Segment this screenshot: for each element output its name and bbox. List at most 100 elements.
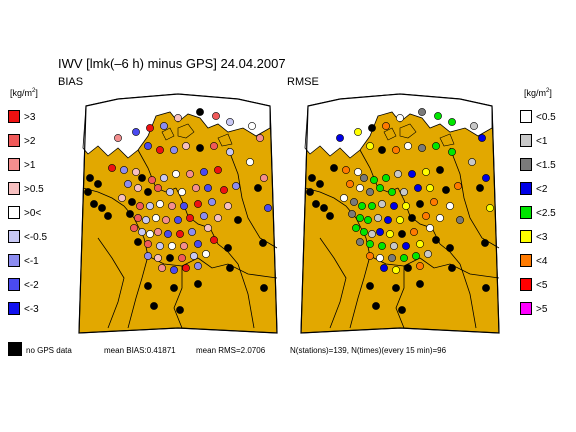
rmse-legend-label: >5 bbox=[536, 304, 548, 315]
rmse-station-marker bbox=[446, 202, 454, 210]
rmse-station-marker bbox=[434, 112, 442, 120]
rmse-station-marker bbox=[416, 262, 424, 270]
bias-station-marker bbox=[174, 216, 182, 224]
bias-legend-swatch bbox=[8, 110, 20, 123]
rmse-station-marker bbox=[378, 200, 386, 208]
bias-legend-swatch bbox=[8, 254, 20, 267]
rmse-station-marker bbox=[390, 242, 398, 250]
bias-legend-label: <-3 bbox=[24, 304, 39, 315]
rmse-station-marker bbox=[432, 142, 440, 150]
bias-legend-swatch bbox=[8, 182, 20, 195]
bias-station-marker bbox=[108, 164, 116, 172]
rmse-legend-swatch bbox=[520, 110, 532, 123]
rmse-station-marker bbox=[376, 254, 384, 262]
bias-station-marker bbox=[130, 224, 138, 232]
rmse-station-marker bbox=[436, 214, 444, 222]
no-gps-label: no GPS data bbox=[26, 346, 72, 355]
rmse-legend-swatch bbox=[520, 158, 532, 171]
bias-station-marker bbox=[194, 280, 202, 288]
bias-station-marker bbox=[104, 212, 112, 220]
rmse-station-marker bbox=[416, 200, 424, 208]
rmse-station-marker bbox=[448, 264, 456, 272]
rmse-station-marker bbox=[392, 266, 400, 274]
bias-station-marker bbox=[214, 166, 222, 174]
rmse-station-marker bbox=[366, 142, 374, 150]
rmse-station-marker bbox=[402, 242, 410, 250]
bias-border bbox=[127, 255, 149, 329]
stations-count-text: N(stations)=139, N(times)(every 15 min)=… bbox=[290, 346, 447, 355]
bias-station-marker bbox=[94, 180, 102, 188]
rmse-legend-swatch bbox=[520, 278, 532, 291]
bias-station-marker bbox=[162, 216, 170, 224]
bias-station-marker bbox=[194, 262, 202, 270]
bias-legend-label: <-1 bbox=[24, 256, 39, 267]
rmse-station-marker bbox=[416, 240, 424, 248]
bias-station-marker bbox=[178, 188, 186, 196]
rmse-border bbox=[419, 257, 500, 279]
rmse-station-marker bbox=[392, 284, 400, 292]
rmse-legend-label: <5 bbox=[536, 280, 548, 291]
mean-rms-text: mean RMS=2.0706 bbox=[196, 346, 266, 355]
bias-island bbox=[177, 123, 195, 139]
bias-station-marker bbox=[234, 216, 242, 224]
rmse-station-marker bbox=[478, 134, 486, 142]
bias-station-marker bbox=[142, 216, 150, 224]
rmse-station-marker bbox=[316, 180, 324, 188]
no-gps-swatch bbox=[8, 342, 22, 356]
rmse-station-marker bbox=[368, 124, 376, 132]
rmse-station-marker bbox=[392, 146, 400, 154]
bias-border bbox=[197, 257, 278, 279]
bias-station-marker bbox=[84, 188, 92, 196]
bias-station-marker bbox=[124, 180, 132, 188]
rmse-station-marker bbox=[432, 236, 440, 244]
bias-station-marker bbox=[168, 202, 176, 210]
bias-station-marker bbox=[178, 254, 186, 262]
rmse-legend-label: <4 bbox=[536, 256, 548, 267]
rmse-station-marker bbox=[422, 168, 430, 176]
bias-station-marker bbox=[144, 240, 152, 248]
rmse-station-marker bbox=[364, 216, 372, 224]
rmse-station-marker bbox=[398, 230, 406, 238]
bias-station-marker bbox=[264, 204, 272, 212]
rmse-border bbox=[459, 263, 477, 329]
bias-station-marker bbox=[148, 176, 156, 184]
bias-station-marker bbox=[134, 238, 142, 246]
bias-station-marker bbox=[150, 302, 158, 310]
bias-station-marker bbox=[134, 214, 142, 222]
rmse-station-marker bbox=[336, 134, 344, 142]
bias-legend-swatch bbox=[8, 206, 20, 219]
rmse-station-marker bbox=[382, 122, 390, 130]
rmse-station-marker bbox=[320, 204, 328, 212]
bias-map bbox=[78, 93, 278, 334]
rmse-station-marker bbox=[468, 158, 476, 166]
rmse-island bbox=[439, 133, 455, 147]
rmse-station-marker bbox=[442, 186, 450, 194]
bias-legend-swatch bbox=[8, 278, 20, 291]
bias-station-marker bbox=[144, 252, 152, 260]
bias-station-marker bbox=[182, 142, 190, 150]
rmse-legend-label: <1.5 bbox=[536, 160, 556, 171]
rmse-station-marker bbox=[350, 198, 358, 206]
rmse-station-marker bbox=[426, 184, 434, 192]
rmse-legend-swatch bbox=[520, 134, 532, 147]
rmse-station-marker bbox=[448, 148, 456, 156]
rmse-station-marker bbox=[436, 166, 444, 174]
rmse-station-marker bbox=[418, 144, 426, 152]
bias-station-marker bbox=[246, 158, 254, 166]
bias-station-marker bbox=[176, 230, 184, 238]
rmse-station-marker bbox=[408, 170, 416, 178]
rmse-station-marker bbox=[400, 254, 408, 262]
bias-station-marker bbox=[138, 174, 146, 182]
bias-legend-swatch bbox=[8, 158, 20, 171]
bias-station-marker bbox=[176, 306, 184, 314]
rmse-legend-label: <0.5 bbox=[536, 112, 556, 123]
rmse-legend-swatch bbox=[520, 182, 532, 195]
rmse-station-marker bbox=[402, 202, 410, 210]
bias-station-marker bbox=[86, 174, 94, 182]
bias-station-marker bbox=[126, 210, 134, 218]
bias-station-marker bbox=[232, 182, 240, 190]
bias-station-marker bbox=[170, 266, 178, 274]
rmse-station-marker bbox=[470, 122, 478, 130]
bias-station-marker bbox=[194, 200, 202, 208]
bias-station-marker bbox=[224, 244, 232, 252]
